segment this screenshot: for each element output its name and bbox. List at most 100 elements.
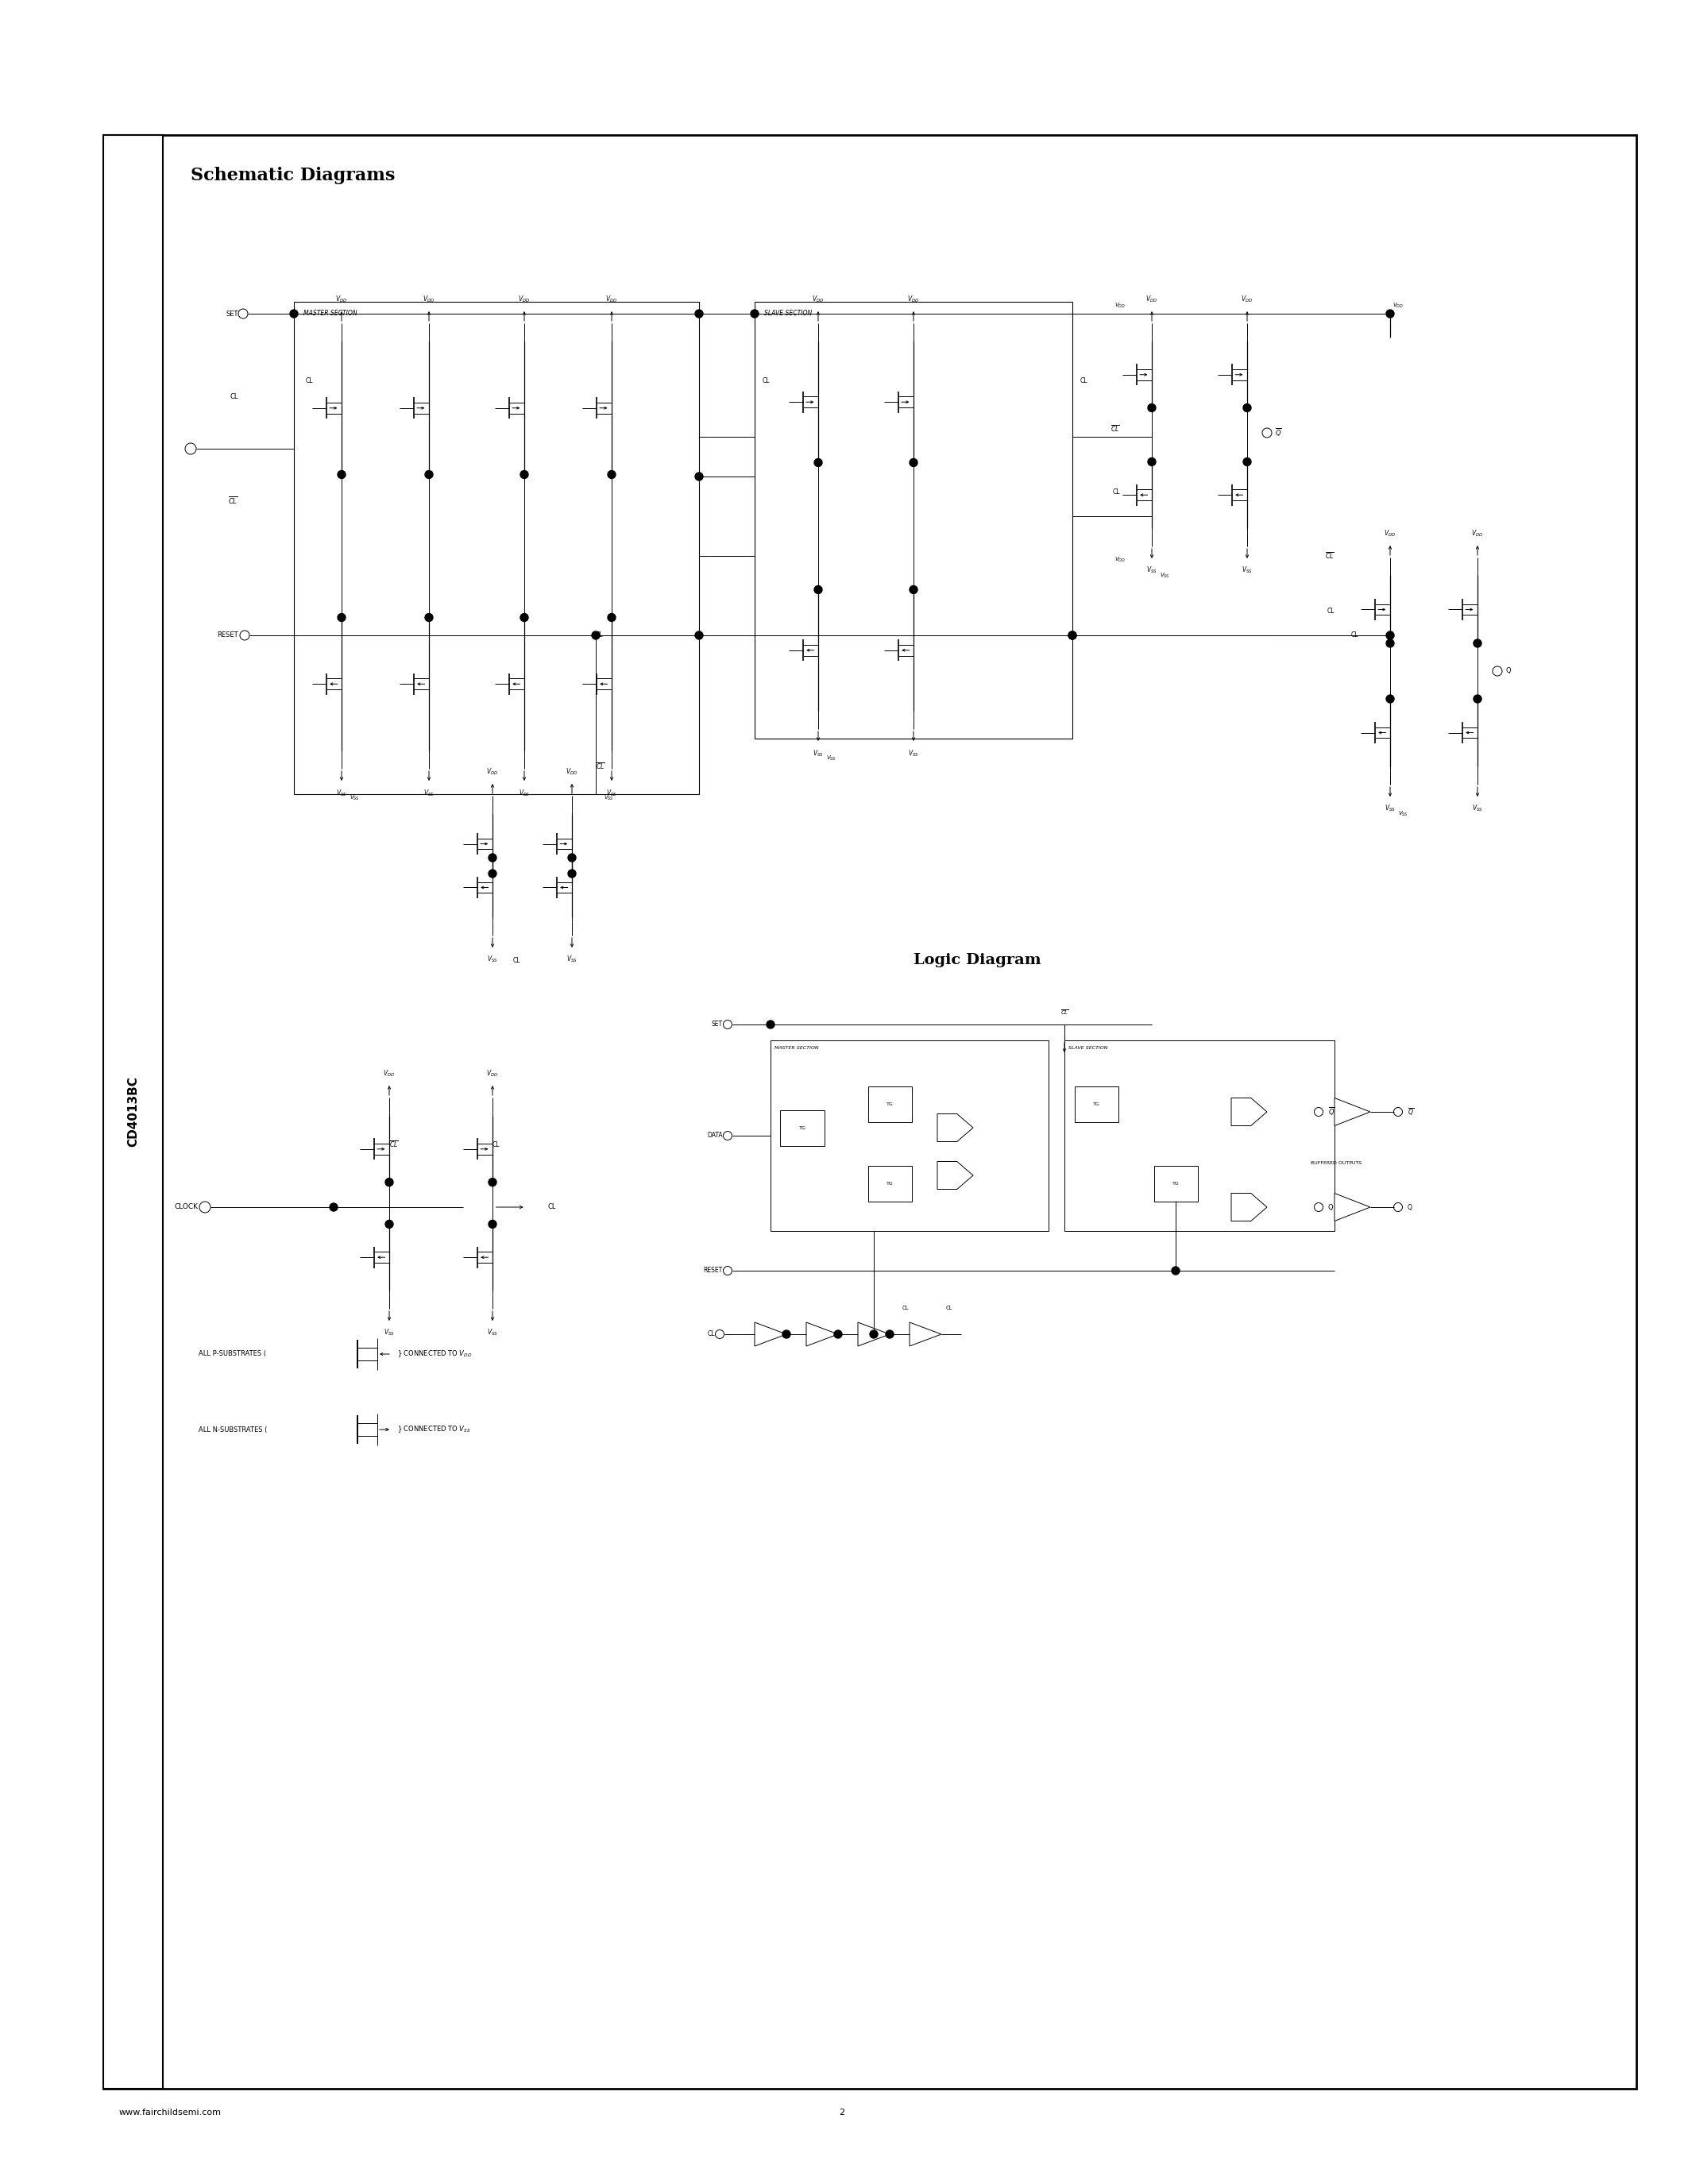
- Text: $V_{DD}$: $V_{DD}$: [486, 1068, 498, 1079]
- Text: Logic Diagram: Logic Diagram: [913, 952, 1041, 968]
- Polygon shape: [1231, 1099, 1268, 1125]
- Text: $V_{DD}$: $V_{DD}$: [565, 767, 577, 778]
- Circle shape: [488, 854, 496, 863]
- Circle shape: [1069, 631, 1077, 640]
- Text: } CONNECTED TO $V_{SS}$: } CONNECTED TO $V_{SS}$: [397, 1424, 471, 1435]
- Circle shape: [1148, 404, 1156, 413]
- Text: TG: TG: [1092, 1103, 1099, 1105]
- Text: TG: TG: [798, 1125, 805, 1129]
- Text: CL: CL: [1080, 378, 1087, 384]
- Circle shape: [834, 1330, 842, 1339]
- Circle shape: [425, 614, 432, 622]
- Text: $V_{SS}$: $V_{SS}$: [908, 749, 918, 758]
- Circle shape: [814, 459, 822, 467]
- Circle shape: [520, 614, 528, 622]
- Circle shape: [385, 1177, 393, 1186]
- Circle shape: [520, 470, 528, 478]
- Text: $\overline{CL}$: $\overline{CL}$: [1111, 424, 1121, 435]
- Text: MASTER SECTION: MASTER SECTION: [304, 310, 358, 317]
- Polygon shape: [937, 1162, 972, 1190]
- Circle shape: [1386, 310, 1394, 317]
- Text: SET: SET: [226, 310, 238, 317]
- Text: $\overline{CL}$: $\overline{CL}$: [390, 1140, 398, 1149]
- Text: TG: TG: [886, 1182, 893, 1186]
- Text: $\overline{CL}$: $\overline{CL}$: [1325, 550, 1335, 561]
- Circle shape: [592, 631, 599, 640]
- Text: $V_{DD}$: $V_{DD}$: [606, 295, 618, 304]
- Text: CL: CL: [230, 393, 238, 400]
- Circle shape: [385, 1221, 393, 1227]
- Text: $V_{SS}$: $V_{SS}$: [424, 788, 434, 797]
- Text: ALL N-SUBSTRATES (: ALL N-SUBSTRATES (: [199, 1426, 267, 1433]
- Text: CL: CL: [306, 378, 314, 384]
- Circle shape: [608, 470, 616, 478]
- Text: $\overline{CL}$: $\overline{CL}$: [1060, 1009, 1069, 1016]
- Circle shape: [783, 1330, 790, 1339]
- Text: $\overline{Q}$: $\overline{Q}$: [1274, 426, 1281, 439]
- Bar: [780, 1109, 824, 1147]
- Circle shape: [1386, 640, 1394, 646]
- Text: $\overline{CL}$: $\overline{CL}$: [228, 496, 238, 507]
- Text: CL: CL: [1112, 489, 1121, 496]
- Text: $V_{SS}$: $V_{SS}$: [488, 954, 498, 965]
- Text: $V_{DD}$: $V_{DD}$: [1472, 529, 1484, 539]
- Text: Q: Q: [1408, 1203, 1413, 1210]
- Text: $V_{DD}$: $V_{DD}$: [908, 295, 920, 304]
- Text: CL: CL: [513, 957, 520, 963]
- Text: $V_{DD}$: $V_{DD}$: [1384, 529, 1396, 539]
- Circle shape: [751, 310, 758, 317]
- Text: $V_{SS}$: $V_{SS}$: [1384, 804, 1396, 815]
- Polygon shape: [858, 1321, 890, 1345]
- Text: $V_{DD}$: $V_{DD}$: [518, 295, 530, 304]
- Text: $\overline{Q}$: $\overline{Q}$: [1408, 1107, 1415, 1116]
- Circle shape: [338, 614, 346, 622]
- Text: $V_{SS}$: $V_{SS}$: [1472, 804, 1484, 815]
- Circle shape: [814, 585, 822, 594]
- Circle shape: [488, 1221, 496, 1227]
- Text: SLAVE SECTION: SLAVE SECTION: [1069, 1046, 1107, 1051]
- Text: $V_{SS}$: $V_{SS}$: [488, 1328, 498, 1339]
- Circle shape: [1474, 640, 1482, 646]
- Text: $V_{SS}$: $V_{SS}$: [604, 795, 614, 802]
- Circle shape: [910, 585, 918, 594]
- Text: $V_{DD}$: $V_{DD}$: [1241, 295, 1252, 304]
- Text: $V_{DD}$: $V_{DD}$: [383, 1068, 395, 1079]
- Text: $V_{SS}$: $V_{SS}$: [349, 795, 360, 802]
- Circle shape: [1242, 459, 1251, 465]
- Text: Q: Q: [1506, 668, 1511, 675]
- Text: $V_{DD}$: $V_{DD}$: [1114, 301, 1126, 310]
- Circle shape: [1386, 631, 1394, 640]
- Text: CL: CL: [596, 631, 603, 640]
- Text: MASTER SECTION: MASTER SECTION: [775, 1046, 819, 1051]
- Circle shape: [329, 1203, 338, 1212]
- Circle shape: [338, 470, 346, 478]
- Text: $V_{SS}$: $V_{SS}$: [336, 788, 348, 797]
- Circle shape: [608, 614, 616, 622]
- Polygon shape: [1335, 1192, 1371, 1221]
- Circle shape: [1386, 695, 1394, 703]
- Text: $V_{DD}$: $V_{DD}$: [812, 295, 824, 304]
- Text: Q: Q: [1328, 1203, 1334, 1210]
- Polygon shape: [937, 1114, 972, 1142]
- Text: $V_{SS}$: $V_{SS}$: [812, 749, 824, 758]
- Bar: [770, 1040, 1048, 1232]
- Circle shape: [910, 459, 918, 467]
- Circle shape: [567, 854, 576, 863]
- Circle shape: [886, 1330, 893, 1339]
- Text: $V_{SS}$: $V_{SS}$: [606, 788, 618, 797]
- Text: $V_{SS}$: $V_{SS}$: [1146, 566, 1158, 574]
- Text: ALL P-SUBSTRATES (: ALL P-SUBSTRATES (: [199, 1350, 267, 1358]
- Text: CL: CL: [763, 378, 770, 384]
- Text: $V_{DD}$: $V_{DD}$: [1393, 301, 1404, 310]
- Polygon shape: [910, 1321, 942, 1345]
- Text: 2: 2: [839, 2108, 846, 2116]
- Text: $V_{DD}$: $V_{DD}$: [1146, 295, 1158, 304]
- Text: TG: TG: [1171, 1182, 1180, 1186]
- Text: $V_{SS}$: $V_{SS}$: [825, 753, 836, 762]
- Text: $V_{DD}$: $V_{DD}$: [336, 295, 348, 304]
- Circle shape: [488, 869, 496, 878]
- Circle shape: [567, 869, 576, 878]
- Text: $V_{SS}$: $V_{SS}$: [383, 1328, 395, 1339]
- Text: RESET: RESET: [704, 1267, 722, 1273]
- Polygon shape: [1231, 1192, 1268, 1221]
